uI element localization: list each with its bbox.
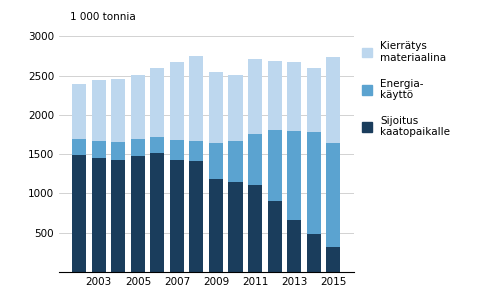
Bar [150, 153, 164, 272]
Bar [170, 140, 184, 160]
Bar [111, 142, 125, 159]
Bar [287, 62, 301, 131]
Bar [287, 131, 301, 220]
Bar [306, 132, 321, 234]
Bar [209, 143, 223, 179]
Bar [209, 72, 223, 143]
Bar [326, 57, 340, 143]
Bar [228, 141, 243, 182]
Bar [131, 156, 145, 272]
Bar [268, 61, 281, 130]
Bar [287, 220, 301, 272]
Bar [326, 143, 340, 247]
Bar [72, 84, 86, 139]
Bar [326, 247, 340, 272]
Bar [92, 141, 106, 158]
Bar [209, 179, 223, 272]
Bar [248, 185, 262, 272]
Bar [268, 130, 281, 201]
Bar [190, 141, 203, 161]
Bar [131, 75, 145, 139]
Bar [131, 139, 145, 156]
Text: 1 000 tonnia: 1 000 tonnia [70, 12, 136, 22]
Bar [111, 79, 125, 142]
Legend: Kierrätys
materiaalina, Energia-
käyttö, Sijoitus
kaatopaikalle: Kierrätys materiaalina, Energia- käyttö,… [362, 41, 450, 137]
Bar [306, 234, 321, 272]
Bar [306, 69, 321, 132]
Bar [190, 56, 203, 141]
Bar [72, 139, 86, 155]
Bar [92, 80, 106, 141]
Bar [190, 161, 203, 272]
Bar [228, 75, 243, 141]
Bar [150, 69, 164, 137]
Bar [92, 158, 106, 272]
Bar [170, 160, 184, 272]
Bar [248, 133, 262, 185]
Bar [248, 59, 262, 133]
Bar [150, 137, 164, 153]
Bar [170, 62, 184, 140]
Bar [268, 201, 281, 272]
Bar [111, 159, 125, 272]
Bar [72, 155, 86, 272]
Bar [228, 182, 243, 272]
